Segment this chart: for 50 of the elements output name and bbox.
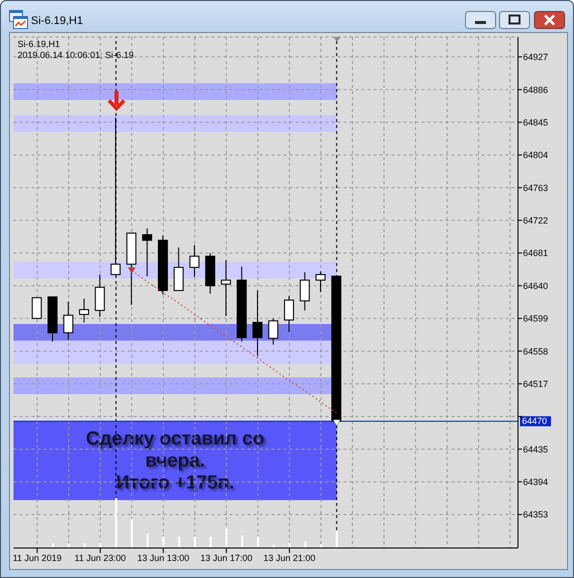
bar: [304, 542, 306, 548]
chart-title: Si-6.19,H1: [31, 15, 83, 27]
y-tick-label: 64558: [523, 346, 548, 356]
candlestick: [79, 298, 90, 323]
bar: [210, 536, 212, 548]
y-tick-label: 64804: [523, 150, 548, 160]
bar: [178, 536, 180, 548]
candlestick: [32, 297, 42, 319]
candlestick: [300, 272, 310, 311]
text: 2019.06.14 10:06:01; Si-6.19: [18, 50, 134, 61]
y-tick-label: 64763: [523, 182, 548, 193]
bar: [288, 542, 291, 548]
candlestick: [284, 296, 294, 332]
y-tick-label: 64394: [523, 477, 548, 488]
y-tick-label: 64640: [523, 280, 548, 291]
x-tick-label: 11 Jun 2019: [12, 553, 62, 563]
bar: [99, 542, 102, 548]
bar: [162, 536, 164, 548]
y-tick-label: 64845: [523, 117, 548, 128]
candlestick: [252, 290, 262, 356]
bar: [130, 519, 133, 548]
candlestick: [142, 228, 152, 277]
y-tick-label: 64353: [523, 510, 548, 520]
ref-line-label: 64470: [522, 416, 548, 426]
candlestick: [316, 270, 326, 293]
bar: [115, 498, 118, 548]
y-tick-label: 64599: [523, 314, 548, 324]
candlestick: [174, 246, 184, 292]
y-tick-label: 64886: [523, 84, 548, 95]
x-tick-label: 13 Jun 17:00: [200, 553, 252, 563]
bar: [194, 536, 196, 548]
x-tick-label: 13 Jun 13:00: [137, 553, 190, 563]
bar: [146, 534, 149, 548]
chart-title: Si-6.19,H1: [18, 39, 62, 50]
candlestick: [220, 260, 231, 317]
candlestick: [94, 274, 105, 318]
candlestick: [189, 244, 200, 278]
y-tick-label: 64681: [523, 248, 548, 258]
x-tick-label: 13 Jun 21:00: [263, 553, 316, 563]
candlestick: [268, 318, 278, 346]
bar: [225, 528, 228, 548]
candlestick: [63, 301, 74, 340]
y-tick-label: 64722: [523, 216, 548, 226]
band-label: Сделку оставил со вчера. Итого +175п.: [86, 428, 264, 494]
x-tick-label: 11 Jun 23:00: [74, 553, 126, 563]
y-tick-label: 64927: [523, 52, 548, 62]
y-tick-label: 64435: [523, 444, 548, 454]
y-tick-label: 64517: [523, 378, 548, 389]
bar: [241, 536, 244, 548]
bar: [256, 536, 259, 548]
